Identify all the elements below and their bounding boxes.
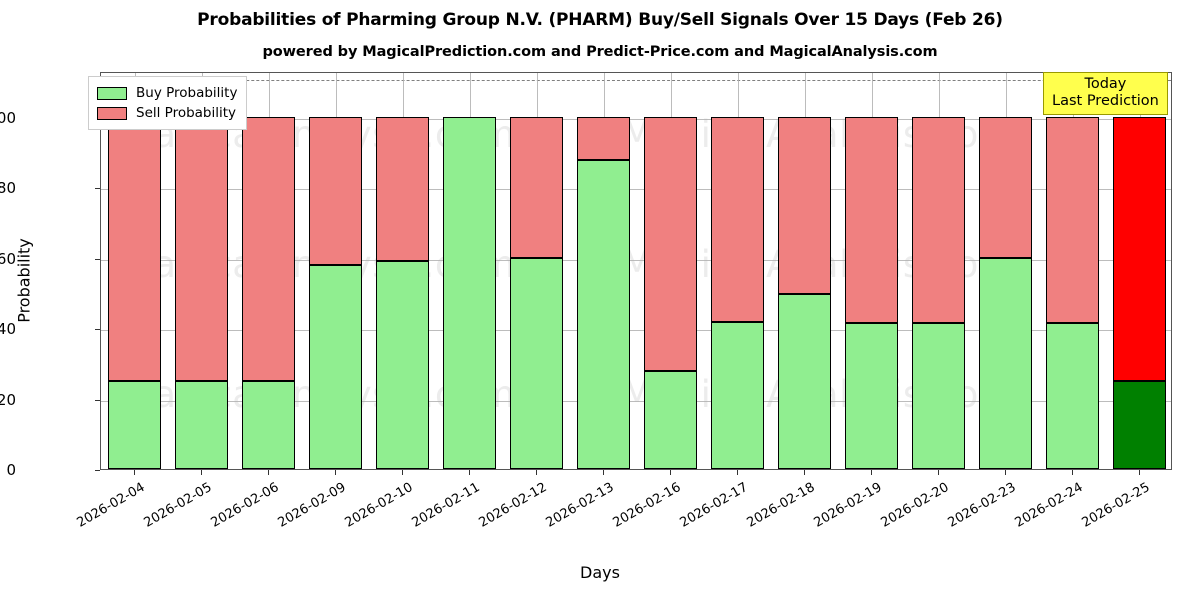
bar-segment-buy [442,116,497,469]
y-tick-mark [95,329,100,331]
bar-group [375,73,430,469]
bar-segment-buy [1045,323,1100,469]
x-tick-mark [134,470,135,475]
bar-group [241,73,296,469]
x-tick-mark [536,470,537,475]
y-tick-label: 40 [0,320,16,339]
legend-label-sell: Sell Probability [136,105,237,121]
bar-segment-sell [1112,116,1167,381]
x-tick-mark [1005,470,1006,475]
x-tick-mark [1072,470,1073,475]
bar-segment-sell [174,116,229,381]
bar-segment-buy [107,380,162,469]
x-tick-mark [603,470,604,475]
x-tick-mark [469,470,470,475]
bar-group [978,73,1033,469]
y-tick-label: 80 [0,179,16,198]
bar-segment-sell [911,116,966,323]
bar-group [777,73,832,469]
plot-area: MagicalAnalysis.comMagicalAnalysis.comMa… [100,72,1172,470]
y-tick-mark [95,258,100,260]
bar-group [174,73,229,469]
bar-segment-buy [710,322,765,469]
x-tick-mark [201,470,202,475]
x-tick-mark [737,470,738,475]
bar-group [442,73,497,469]
bar-segment-sell [643,116,698,372]
y-tick-label: 60 [0,249,16,268]
bar-group [576,73,631,469]
x-tick-mark [268,470,269,475]
x-tick-mark [670,470,671,475]
bar-segment-buy [911,322,966,469]
bar-group [844,73,899,469]
bar-segment-sell [1045,116,1100,324]
bar-segment-sell [576,116,631,160]
legend-swatch-buy [97,86,127,100]
bar-group [911,73,966,469]
bar-group [509,73,564,469]
bar-segment-buy [978,258,1033,469]
x-axis-label: Days [580,563,620,582]
bar-group [308,73,363,469]
x-tick-mark [871,470,872,475]
y-tick-label: 0 [6,461,16,479]
y-tick-label: 20 [0,390,16,409]
bar-segment-buy [241,380,296,469]
legend-item-buy: Buy Probability [97,83,237,103]
x-tick-mark [402,470,403,475]
bar-segment-buy [1112,380,1167,469]
bar-segment-sell [978,116,1033,259]
bar-segment-sell [107,116,162,381]
bar-segment-sell [710,116,765,323]
bar-segment-buy [174,380,229,469]
legend-swatch-sell [97,106,127,120]
bar-group [107,73,162,469]
chart-legend: Buy Probability Sell Probability [88,76,248,130]
x-tick-mark [804,470,805,475]
y-gridline [101,330,1171,332]
y-axis-label: Probability [14,238,34,323]
bar-segment-buy [509,258,564,469]
today-annotation-line1: Today [1084,76,1127,92]
y-tick-label: 100 [0,108,16,127]
bar-segment-sell [777,116,832,295]
y-tick-mark [95,188,100,190]
chart-subtitle: powered by MagicalPrediction.com and Pre… [262,44,938,60]
legend-label-buy: Buy Probability [136,85,238,101]
y-tick-mark [95,470,100,471]
bar-segment-buy [777,294,832,469]
bar-group [710,73,765,469]
bar-segment-sell [308,116,363,265]
plot-inner: MagicalAnalysis.comMagicalAnalysis.comMa… [101,73,1171,469]
bar-segment-buy [844,322,899,469]
bar-segment-sell [844,116,899,323]
bar-segment-buy [375,261,430,469]
bar-segment-sell [241,116,296,381]
today-annotation-line2: Last Prediction [1052,93,1159,110]
y-gridline [101,400,1171,402]
today-annotation: Today Last Prediction [1043,72,1168,116]
bar-group-today [1112,73,1167,469]
bar-segment-sell [509,116,564,259]
y-tick-mark [95,399,100,401]
x-tick-mark [335,470,336,475]
y-gridline [101,259,1171,261]
reference-line [101,80,1171,82]
x-tick-mark [938,470,939,475]
bar-group [643,73,698,469]
page-title: Probabilities of Pharming Group N.V. (PH… [197,10,1003,30]
bar-segment-buy [308,264,363,469]
legend-item-sell: Sell Probability [97,103,237,123]
y-gridline [101,118,1171,120]
bar-segment-buy [643,371,698,469]
bar-segment-buy [576,159,631,469]
y-gridline [101,189,1171,191]
x-tick-mark [1139,470,1140,475]
bar-group [1045,73,1100,469]
bar-segment-sell [375,116,430,262]
